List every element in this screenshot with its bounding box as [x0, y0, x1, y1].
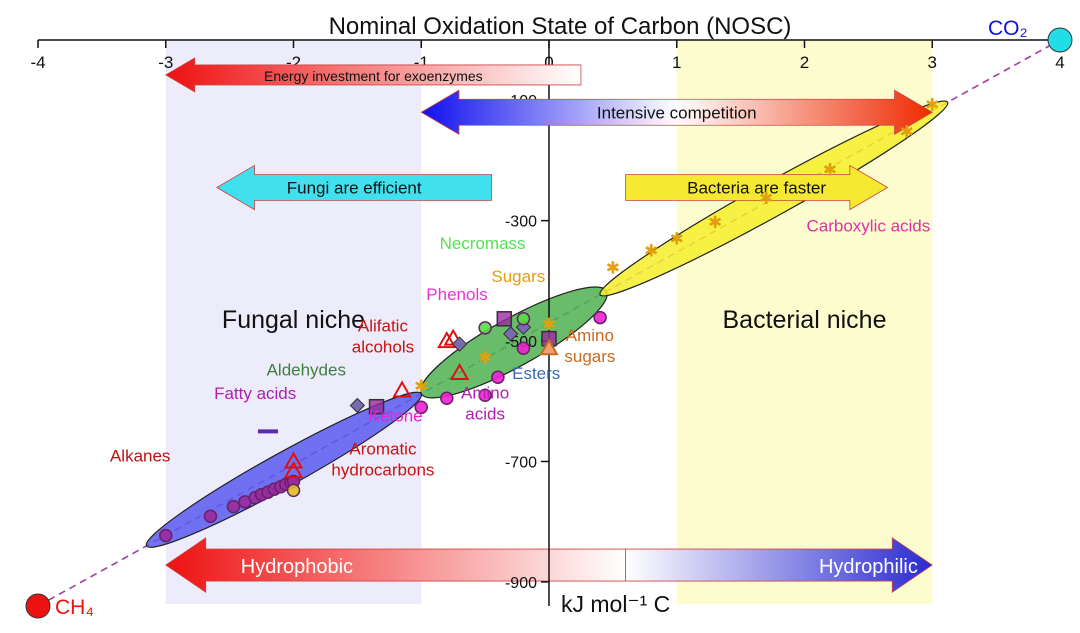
arrow-label-0: Energy investment for exoenzymes: [264, 68, 483, 84]
point-diamonds: [349, 397, 366, 414]
group-label-amino-acids: Amino acids: [461, 383, 509, 423]
arrow-3: [625, 164, 889, 211]
group-label-esters: Esters: [512, 364, 560, 383]
group-label-ketone: Ketone: [369, 407, 423, 426]
point-amino-sugars: [539, 338, 559, 356]
point-alkanes: [203, 509, 218, 524]
arrow-label-3: Bacteria are faster: [687, 179, 826, 198]
point-necromass: [516, 312, 531, 326]
point-alkanes: [159, 528, 173, 543]
arrow-label-4: Hydrophobic: [241, 556, 353, 578]
point-squares: [496, 311, 513, 327]
point-carboxylic-acids: ✱: [823, 160, 837, 179]
arrow-5: [625, 537, 933, 594]
group-label-necromass: Necromass: [440, 234, 526, 253]
point-alkanes: [226, 499, 241, 514]
point-phenols: [440, 391, 454, 406]
arrow-label-1: Intensive competition: [597, 103, 757, 122]
point-diamonds: [451, 336, 468, 352]
x-tick-label: -4: [30, 53, 45, 72]
group-label-sugars: Sugars: [491, 267, 545, 286]
ch4-label: CH₄: [55, 596, 94, 619]
chart-title: Nominal Oxidation State of Carbon (NOSC): [329, 13, 792, 40]
point-carboxylic-acids: ✱: [925, 95, 939, 114]
point-triangles: [392, 380, 412, 398]
point-triangles: [283, 451, 304, 469]
point-carboxylic-acids: ✱: [759, 189, 773, 208]
y-tick-label: -700: [505, 454, 537, 471]
point-phenols: [414, 400, 428, 415]
point-aromatic-hydrocarbons: [286, 483, 301, 498]
point-phenols: [593, 310, 607, 325]
group-label-amino-sugars: Amino sugars: [564, 326, 615, 366]
point-carboxylic-acids: ✱: [900, 123, 914, 142]
group-label-alkanes: Alkanes: [110, 446, 170, 465]
point-carboxylic-acids: ✱: [478, 348, 492, 367]
arrow-label-5: Hydrophilic: [819, 556, 918, 578]
x-tick-label: 0: [544, 53, 553, 72]
point-triangles: [437, 331, 457, 349]
point-fatty-acids: [257, 429, 278, 434]
group-label-aromatic-hydrocarbons: Aromatic hydrocarbons: [331, 439, 434, 479]
y-tick-label: -900: [505, 575, 537, 592]
point-necromass: [478, 321, 492, 335]
point-diamonds: [502, 326, 519, 342]
niche-label-0: Fungal niche: [222, 306, 365, 334]
x-tick-label: -3: [158, 53, 173, 72]
group-label-aldehydes: Aldehydes: [267, 360, 346, 379]
y-axis-unit-label: kJ mol⁻¹ C: [561, 591, 670, 617]
point-carboxylic-acids: ✱: [670, 230, 684, 249]
point-carboxylic-acids: ✱: [542, 315, 556, 334]
group-label-fatty-acids: Fatty acids: [214, 384, 296, 403]
group-label-alifatic-alcohols: Alifatic alcohols: [352, 316, 414, 356]
point-carboxylic-acids: ✱: [414, 377, 428, 396]
arrow-2: [216, 164, 492, 211]
y-tick-label: -300: [505, 214, 537, 231]
arrow-label-2: Fungi are efficient: [287, 179, 422, 198]
ch4-marker: [25, 593, 51, 619]
point-triangles: [283, 461, 304, 479]
co2-label: CO₂: [988, 17, 1028, 40]
x-tick-label: 3: [928, 53, 937, 72]
niche-label-1: Bacterial niche: [723, 306, 887, 334]
point-triangles: [449, 362, 470, 380]
point-carboxylic-acids: ✱: [644, 242, 658, 261]
arrow-1: [420, 89, 934, 136]
point-squares: [368, 398, 385, 415]
arrow-0: [164, 57, 582, 93]
group-label-carboxylic-acids: Carboxylic acids: [806, 216, 930, 235]
x-tick-label: 1: [672, 53, 681, 72]
point-carboxylic-acids: ✱: [606, 259, 620, 278]
co2-marker: [1047, 27, 1073, 53]
x-tick-label: 2: [800, 53, 809, 72]
point-phenols: [478, 388, 492, 403]
point-carboxylic-acids: ✱: [708, 213, 722, 232]
point-phenols: [491, 370, 505, 384]
x-tick-label: 4: [1055, 53, 1064, 72]
point-phenols: [516, 341, 531, 356]
group-label-phenols: Phenols: [426, 285, 487, 304]
